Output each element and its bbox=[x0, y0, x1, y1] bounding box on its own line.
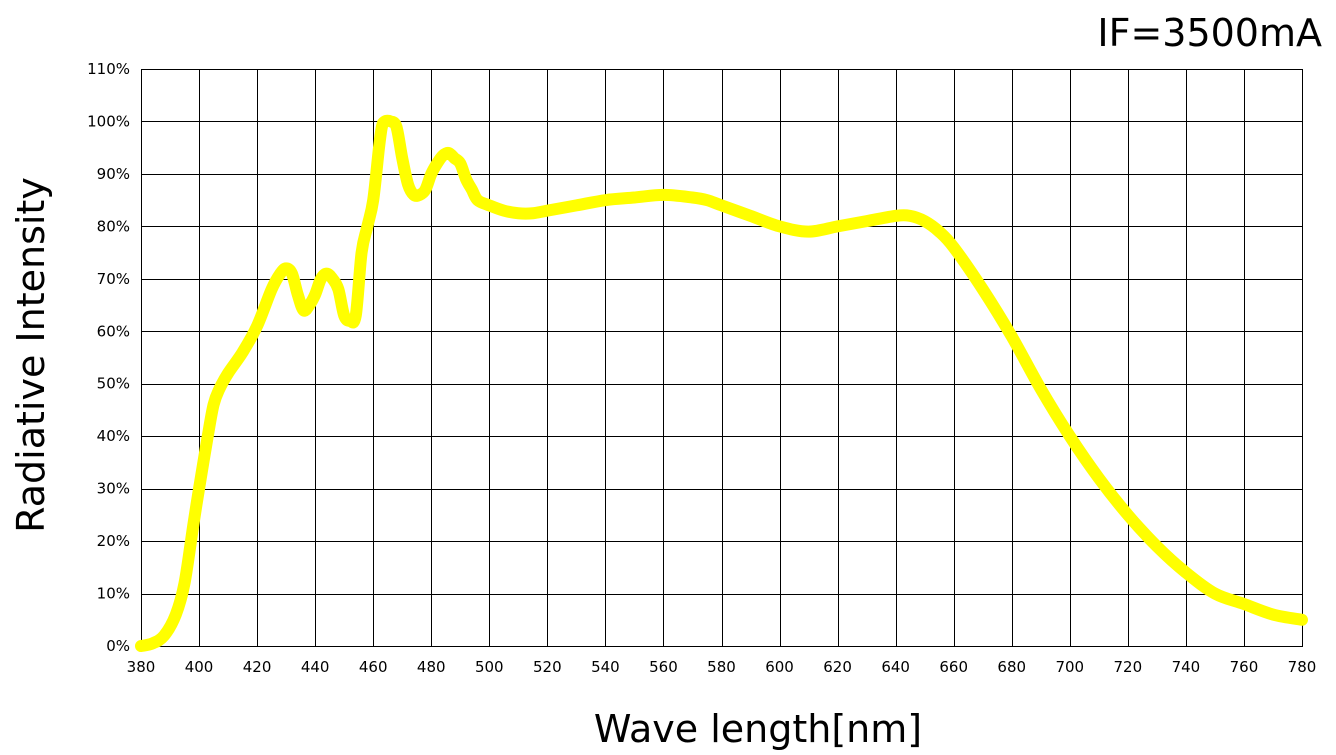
x-tick-label: 460 bbox=[359, 658, 388, 676]
x-tick-label: 540 bbox=[591, 658, 620, 676]
x-tick-label: 780 bbox=[1288, 658, 1317, 676]
y-tick-label: 20% bbox=[97, 532, 130, 550]
y-tick-label: 0% bbox=[106, 637, 130, 655]
x-tick-label: 680 bbox=[997, 658, 1026, 676]
spectrum-line bbox=[135, 114, 1308, 652]
x-tick-label: 440 bbox=[301, 658, 330, 676]
y-tick-label: 60% bbox=[97, 322, 130, 340]
x-tick-label: 720 bbox=[1114, 658, 1143, 676]
x-tick-label: 520 bbox=[533, 658, 562, 676]
x-axis-title: Wave length[nm] bbox=[594, 707, 922, 751]
y-tick-label: 80% bbox=[97, 217, 130, 235]
y-tick-label: 50% bbox=[97, 375, 130, 393]
y-tick-label: 30% bbox=[97, 480, 130, 498]
x-tick-label: 760 bbox=[1230, 658, 1259, 676]
y-axis-title: Radiative Intensity bbox=[9, 177, 53, 533]
x-tick-label: 660 bbox=[939, 658, 968, 676]
x-axis-tick-labels: 380 400 420 440 460 480 500 520 540 560 580 600 620 6… bbox=[127, 658, 1317, 676]
y-tick-label: 110% bbox=[87, 60, 130, 78]
x-tick-label: 700 bbox=[1055, 658, 1084, 676]
x-tick-label: 400 bbox=[185, 658, 214, 676]
x-tick-label: 420 bbox=[243, 658, 272, 676]
x-tick-label: 580 bbox=[707, 658, 736, 676]
series-layer bbox=[135, 114, 1308, 652]
current-annotation: IF=3500mA bbox=[1097, 11, 1322, 55]
x-tick-label: 380 bbox=[127, 658, 156, 676]
x-tick-label: 500 bbox=[475, 658, 504, 676]
x-tick-label: 600 bbox=[765, 658, 794, 676]
plot-frame bbox=[141, 69, 1303, 647]
y-tick-label: 100% bbox=[87, 112, 130, 130]
x-tick-label: 640 bbox=[881, 658, 910, 676]
y-tick-label: 70% bbox=[97, 270, 130, 288]
x-tick-label: 740 bbox=[1172, 658, 1201, 676]
grid bbox=[141, 69, 1303, 647]
y-tick-label: 40% bbox=[97, 427, 130, 445]
x-tick-label: 560 bbox=[649, 658, 678, 676]
x-tick-label: 620 bbox=[823, 658, 852, 676]
y-tick-label: 90% bbox=[97, 165, 130, 183]
y-axis-tick-labels: 0% 10% 20% 30% 40% 50% 60% 70% 80% 90% 100% 110% bbox=[87, 60, 130, 655]
x-tick-label: 480 bbox=[417, 658, 446, 676]
y-tick-label: 10% bbox=[97, 585, 130, 603]
